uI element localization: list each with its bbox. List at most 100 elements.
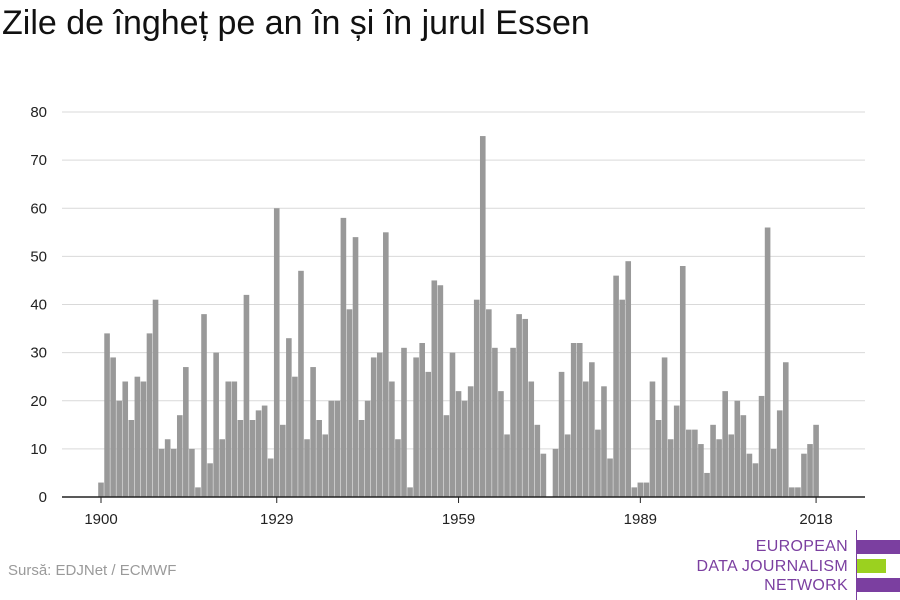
bar-1990 (643, 482, 650, 497)
bar-1943 (358, 420, 365, 497)
bar-1909 (152, 299, 159, 497)
logo-bar-purple-bottom (857, 578, 900, 592)
bar-1938 (328, 400, 335, 497)
y-tick-label: 20 (30, 393, 47, 410)
bar-1969 (516, 314, 522, 498)
bar-1949 (395, 439, 401, 497)
bar-1993 (661, 357, 668, 497)
edjnet-logo: EUROPEAN DATA JOURNALISM NETWORK (696, 530, 900, 600)
bar-1985 (613, 275, 619, 498)
bar-2005 (734, 400, 741, 497)
bar-2017 (807, 444, 813, 497)
bar-1967 (504, 434, 510, 497)
bar-1978 (570, 343, 577, 497)
y-tick-label: 80 (30, 104, 47, 121)
bar-1955 (431, 280, 438, 497)
bar-1979 (576, 343, 583, 497)
bar-1925 (249, 420, 256, 497)
bar-1965 (492, 347, 498, 497)
bar-1994 (667, 439, 674, 497)
bar-1907 (140, 381, 147, 497)
bar-1956 (437, 285, 444, 497)
bar-1929 (273, 208, 280, 497)
bar-1945 (370, 357, 377, 497)
bar-1936 (316, 420, 322, 497)
bar-1906 (134, 376, 141, 497)
logo-bar-purple-top (857, 540, 900, 554)
bar-1982 (595, 429, 601, 498)
x-tick-label: 1989 (624, 511, 657, 528)
bar-1900 (98, 482, 104, 497)
bar-1911 (164, 439, 171, 497)
bar-1991 (649, 381, 656, 497)
bar-1910 (158, 448, 165, 498)
bar-1972 (534, 424, 541, 497)
bar-1940 (340, 217, 347, 498)
bar-1933 (298, 270, 304, 497)
bar-1946 (376, 352, 383, 498)
bar-1904 (122, 381, 129, 497)
bar-1939 (334, 400, 341, 497)
bar-1905 (128, 420, 135, 497)
bar-1968 (510, 347, 516, 497)
bar-1997 (686, 429, 692, 498)
bar-1924 (243, 294, 250, 498)
bar-1932 (292, 376, 298, 497)
logo-line-2: DATA JOURNALISM (696, 558, 848, 575)
bar-1996 (679, 266, 686, 497)
bar-1908 (146, 333, 153, 498)
bar-2016 (801, 453, 807, 497)
bar-1902 (110, 357, 116, 497)
bar-1952 (413, 357, 419, 497)
bar-1963 (479, 136, 486, 497)
bar-1919 (213, 352, 219, 498)
bar-2015 (795, 487, 801, 498)
bar-2018 (813, 424, 819, 497)
bar-1951 (407, 487, 413, 498)
bar-1957 (443, 415, 450, 497)
bar-1915 (189, 448, 195, 498)
source-note: Sursă: EDJNet / ECMWF (8, 562, 177, 579)
bar-1980 (583, 381, 589, 497)
bar-1944 (364, 400, 371, 497)
y-axis-ticks: 0 10 20 30 40 50 60 70 80 (30, 104, 47, 506)
bar-1916 (195, 487, 201, 498)
bar-1942 (352, 237, 359, 498)
x-tick-label: 1959 (442, 511, 475, 528)
bar-1935 (310, 367, 316, 497)
y-tick-label: 70 (30, 152, 47, 169)
bar-1953 (419, 343, 425, 497)
y-tick-label: 40 (30, 297, 47, 314)
x-axis-ticks: 1900 1929 1959 1989 2018 (84, 497, 833, 528)
logo-bar-green (857, 559, 886, 573)
logo-divider (856, 530, 857, 600)
y-tick-label: 50 (30, 248, 47, 265)
bar-1958 (449, 352, 456, 498)
bar-1912 (170, 448, 177, 498)
bar-1987 (625, 261, 632, 497)
bar-1937 (322, 434, 329, 497)
bar-1989 (637, 482, 644, 497)
bar-1970 (522, 318, 528, 497)
logo-line-1: EUROPEAN (755, 538, 848, 555)
bar-1947 (383, 232, 389, 497)
bar-1917 (201, 314, 207, 498)
bar-1926 (255, 410, 262, 498)
bar-1964 (486, 309, 492, 497)
bar-1971 (528, 381, 535, 497)
bar-1918 (207, 463, 213, 497)
x-tick-label: 2018 (799, 511, 832, 528)
bar-1961 (467, 386, 474, 497)
bar-1977 (564, 434, 571, 497)
y-tick-label: 10 (30, 441, 47, 458)
bar-2001 (710, 424, 716, 497)
page-title: Zile de îngheț pe an în și în jurul Esse… (2, 4, 590, 42)
bar-1995 (673, 405, 680, 497)
bar-1913 (176, 415, 183, 497)
y-tick-label: 60 (30, 200, 47, 217)
bar-2014 (789, 487, 795, 498)
bar-1930 (280, 424, 286, 497)
logo-line-3: NETWORK (764, 577, 848, 594)
bar-2012 (776, 410, 783, 498)
